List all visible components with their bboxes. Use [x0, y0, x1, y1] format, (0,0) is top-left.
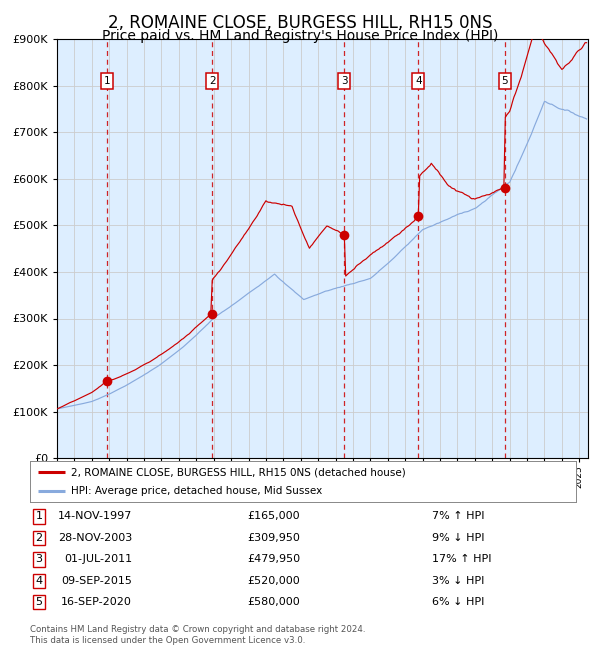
- Text: £165,000: £165,000: [247, 512, 300, 521]
- Text: 3: 3: [35, 554, 43, 564]
- Text: 1: 1: [35, 512, 43, 521]
- Text: 2, ROMAINE CLOSE, BURGESS HILL, RH15 0NS: 2, ROMAINE CLOSE, BURGESS HILL, RH15 0NS: [108, 14, 492, 32]
- Text: 5: 5: [501, 76, 508, 86]
- Text: 3% ↓ HPI: 3% ↓ HPI: [432, 576, 484, 586]
- Text: 28-NOV-2003: 28-NOV-2003: [58, 533, 132, 543]
- Text: 2: 2: [209, 76, 215, 86]
- Text: £309,950: £309,950: [247, 533, 300, 543]
- Text: Contains HM Land Registry data © Crown copyright and database right 2024.
This d: Contains HM Land Registry data © Crown c…: [30, 625, 365, 645]
- Text: 16-SEP-2020: 16-SEP-2020: [61, 597, 132, 607]
- Text: 6% ↓ HPI: 6% ↓ HPI: [432, 597, 484, 607]
- Text: 2: 2: [35, 533, 43, 543]
- Text: 3: 3: [341, 76, 347, 86]
- Text: 5: 5: [35, 597, 43, 607]
- Text: 4: 4: [35, 576, 43, 586]
- Text: Price paid vs. HM Land Registry's House Price Index (HPI): Price paid vs. HM Land Registry's House …: [102, 29, 498, 43]
- Text: 17% ↑ HPI: 17% ↑ HPI: [432, 554, 491, 564]
- Text: 01-JUL-2011: 01-JUL-2011: [64, 554, 132, 564]
- Text: 1: 1: [104, 76, 110, 86]
- Text: HPI: Average price, detached house, Mid Sussex: HPI: Average price, detached house, Mid …: [71, 486, 322, 496]
- Text: 2, ROMAINE CLOSE, BURGESS HILL, RH15 0NS (detached house): 2, ROMAINE CLOSE, BURGESS HILL, RH15 0NS…: [71, 467, 406, 477]
- Text: 9% ↓ HPI: 9% ↓ HPI: [432, 533, 485, 543]
- Text: 14-NOV-1997: 14-NOV-1997: [58, 512, 132, 521]
- Text: £520,000: £520,000: [247, 576, 300, 586]
- Text: 4: 4: [415, 76, 422, 86]
- Text: 09-SEP-2015: 09-SEP-2015: [61, 576, 132, 586]
- Text: £580,000: £580,000: [247, 597, 300, 607]
- Text: 7% ↑ HPI: 7% ↑ HPI: [432, 512, 485, 521]
- Text: £479,950: £479,950: [247, 554, 300, 564]
